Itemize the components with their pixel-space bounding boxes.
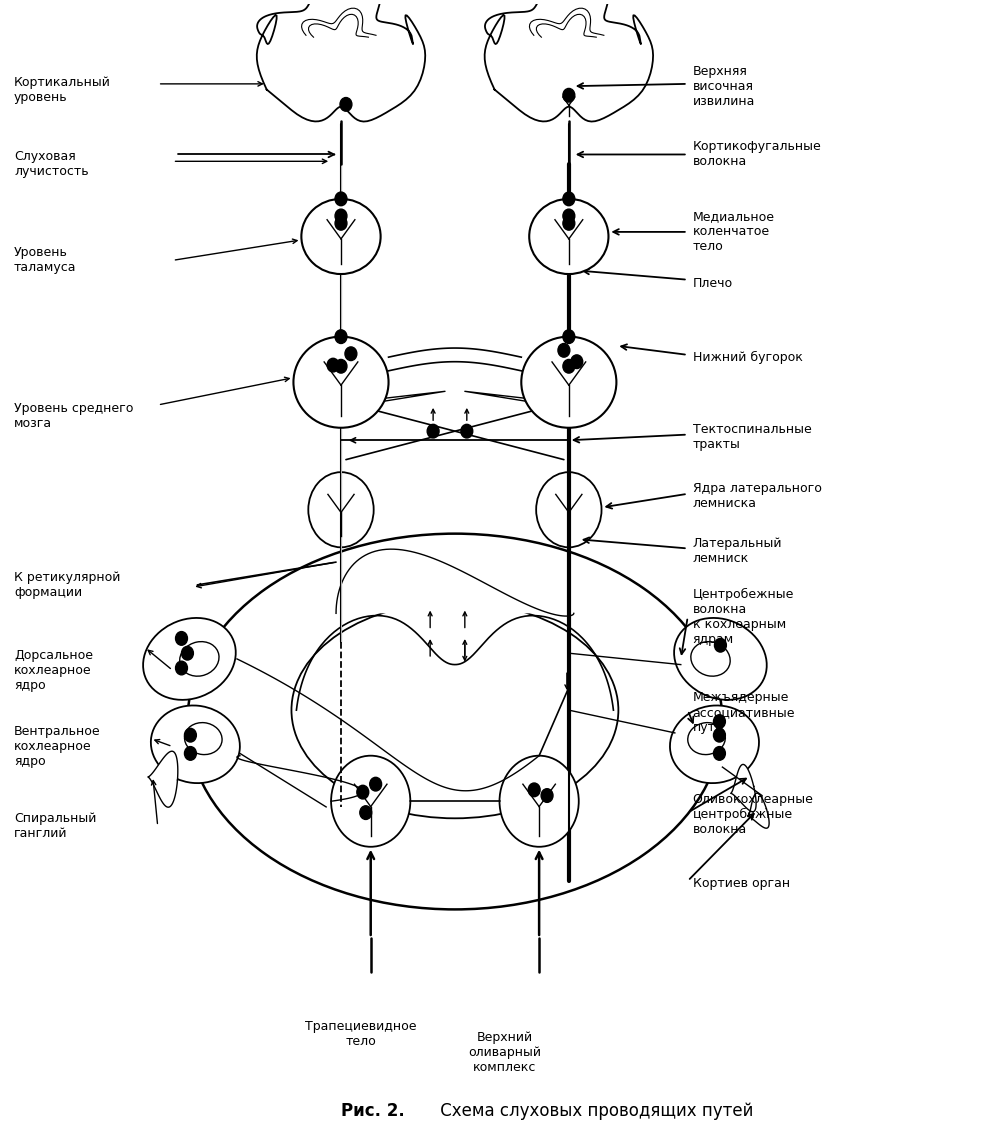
Polygon shape: [336, 549, 573, 616]
Circle shape: [327, 358, 339, 372]
Circle shape: [335, 217, 347, 231]
Text: Оливокохлеарные
центробежные
волокна: Оливокохлеарные центробежные волокна: [692, 794, 813, 836]
Text: Кортикофугальные
волокна: Кортикофугальные волокна: [692, 140, 821, 169]
Circle shape: [335, 192, 347, 205]
Text: Слуховая
лучистость: Слуховая лучистость: [14, 149, 89, 178]
Circle shape: [360, 806, 372, 819]
Circle shape: [562, 330, 574, 343]
Ellipse shape: [674, 618, 767, 700]
Polygon shape: [148, 751, 178, 807]
Text: Дорсальное
кохлеарное
ядро: Дорсальное кохлеарное ядро: [14, 649, 93, 692]
Text: Верхняя
височная
извилина: Верхняя височная извилина: [692, 64, 755, 108]
Ellipse shape: [143, 618, 236, 700]
Text: Верхний
оливарный
комплекс: Верхний оливарный комплекс: [468, 1031, 540, 1075]
Circle shape: [562, 359, 574, 373]
Circle shape: [713, 747, 725, 760]
Ellipse shape: [180, 641, 219, 677]
Text: Спиральный
ганглий: Спиральный ганглий: [14, 812, 97, 841]
Text: Нижний бугорок: Нижний бугорок: [692, 351, 802, 364]
Text: Медиальное
коленчатое
тело: Медиальное коленчатое тело: [692, 210, 774, 253]
Circle shape: [335, 330, 347, 343]
Circle shape: [340, 97, 352, 111]
Circle shape: [562, 192, 574, 205]
Circle shape: [185, 747, 197, 760]
Circle shape: [309, 473, 374, 547]
Circle shape: [176, 632, 188, 646]
Circle shape: [500, 756, 578, 846]
Circle shape: [562, 217, 574, 231]
Circle shape: [335, 359, 347, 373]
Circle shape: [714, 639, 726, 651]
Text: Кортиев орган: Кортиев орган: [692, 876, 790, 890]
Ellipse shape: [521, 337, 616, 428]
Text: Центробежные
волокна
к кохлеарным
ядрам: Центробежные волокна к кохлеарным ядрам: [692, 587, 794, 646]
Text: Плечо: Плечо: [692, 276, 733, 290]
Ellipse shape: [691, 641, 730, 677]
Circle shape: [176, 661, 188, 674]
Polygon shape: [257, 0, 426, 122]
Polygon shape: [485, 0, 653, 122]
Text: Трапециевидное
тело: Трапециевидное тело: [305, 1020, 417, 1048]
Text: Тектоспинальные
тракты: Тектоспинальные тракты: [692, 423, 811, 451]
Text: Вентральное
кохлеарное
ядро: Вентральное кохлеарное ядро: [14, 725, 101, 768]
Polygon shape: [730, 764, 756, 812]
Ellipse shape: [188, 533, 722, 910]
Circle shape: [335, 209, 347, 223]
Text: Уровень
таламуса: Уровень таламуса: [14, 247, 77, 274]
Polygon shape: [748, 793, 769, 828]
Circle shape: [185, 728, 197, 742]
Circle shape: [713, 715, 725, 728]
Circle shape: [541, 789, 553, 803]
Text: Рис. 2.: Рис. 2.: [341, 1102, 405, 1119]
Ellipse shape: [294, 337, 389, 428]
Circle shape: [536, 473, 601, 547]
Circle shape: [528, 783, 540, 797]
Text: К ретикулярной
формации: К ретикулярной формации: [14, 571, 121, 599]
Circle shape: [357, 786, 369, 799]
Circle shape: [331, 756, 411, 846]
Circle shape: [428, 424, 440, 438]
Circle shape: [461, 424, 473, 438]
Circle shape: [370, 778, 382, 791]
Text: Межъядерные
ассоциативные
пути: Межъядерные ассоциативные пути: [692, 690, 795, 734]
Text: Схема слуховых проводящих путей: Схема слуховых проводящих путей: [436, 1102, 753, 1119]
Ellipse shape: [151, 705, 240, 783]
Ellipse shape: [302, 198, 381, 274]
Ellipse shape: [292, 602, 618, 818]
Circle shape: [562, 88, 574, 102]
Ellipse shape: [670, 705, 759, 783]
Text: Кортикальный
уровень: Кортикальный уровень: [14, 76, 111, 103]
Ellipse shape: [687, 723, 725, 755]
Circle shape: [713, 728, 725, 742]
Text: Латеральный
лемниск: Латеральный лемниск: [692, 537, 782, 564]
Text: Ядра латерального
лемниска: Ядра латерального лемниска: [692, 482, 821, 510]
Circle shape: [345, 346, 357, 360]
Circle shape: [558, 343, 569, 357]
Circle shape: [182, 647, 194, 660]
Ellipse shape: [185, 723, 222, 755]
Text: Уровень среднего
мозга: Уровень среднего мозга: [14, 403, 134, 430]
Circle shape: [570, 354, 582, 368]
Ellipse shape: [529, 198, 608, 274]
Circle shape: [562, 209, 574, 223]
